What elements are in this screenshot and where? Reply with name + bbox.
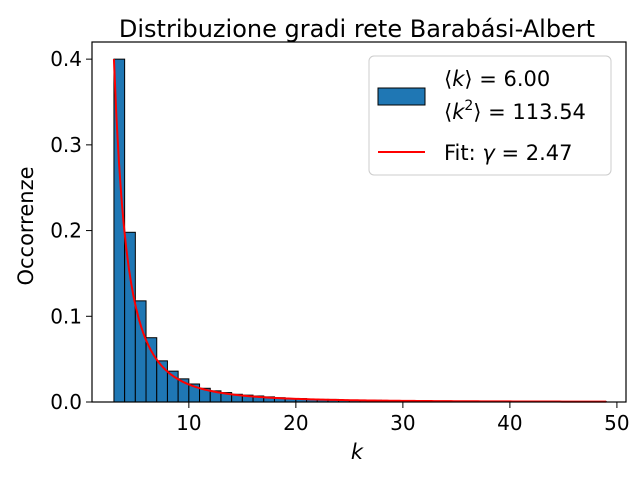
- histogram-bar: [135, 301, 146, 402]
- x-tick-label: 10: [176, 411, 201, 435]
- y-axis-label: Occorrenze: [14, 166, 38, 285]
- histogram-bar: [125, 232, 136, 402]
- legend-hist-swatch: [378, 88, 425, 105]
- chart-title: Distribuzione gradi rete Barabási-Albert: [119, 15, 595, 43]
- histogram-bar: [146, 338, 157, 402]
- y-tick-label: 0.2: [50, 219, 82, 243]
- x-axis-ticks: 10 20 30 40 50: [176, 402, 630, 435]
- legend-hist-label-line1: ⟨k⟩ = 6.00: [444, 67, 550, 91]
- y-tick-label: 0.3: [50, 133, 82, 157]
- y-axis-ticks: 0.0 0.1 0.2 0.3 0.4: [50, 47, 92, 414]
- x-tick-label: 50: [604, 411, 629, 435]
- legend-fit-label: Fit: γ = 2.47: [444, 141, 573, 165]
- y-tick-label: 0.1: [50, 304, 82, 328]
- y-tick-label: 0.4: [50, 47, 82, 71]
- x-axis-label: k: [351, 440, 364, 464]
- x-tick-label: 40: [497, 411, 522, 435]
- legend: ⟨k⟩ = 6.00 ⟨k2⟩ = 113.54 Fit: γ = 2.47: [369, 56, 611, 175]
- x-tick-label: 30: [390, 411, 415, 435]
- x-tick-label: 20: [283, 411, 308, 435]
- y-tick-label: 0.0: [50, 390, 82, 414]
